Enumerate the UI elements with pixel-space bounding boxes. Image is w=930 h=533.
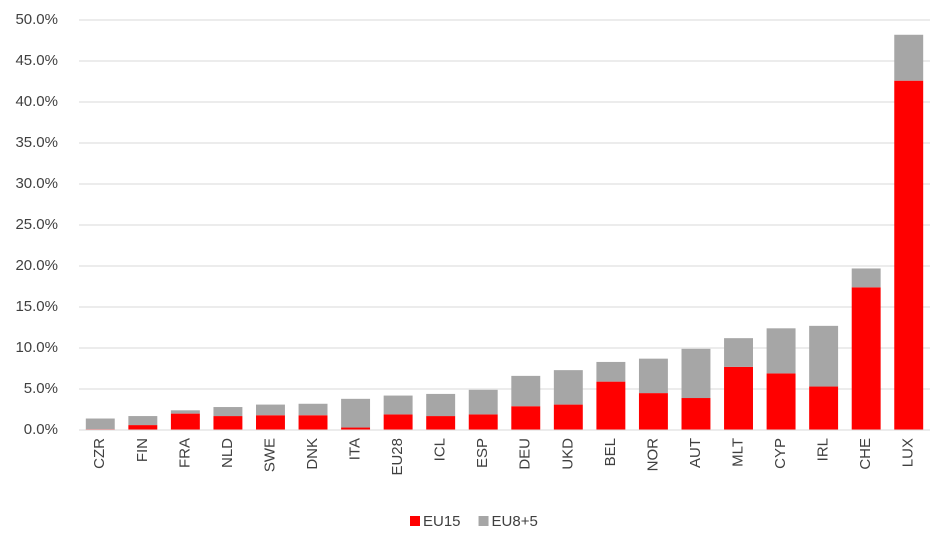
bar-segment bbox=[809, 386, 839, 430]
x-tick-label: DNK bbox=[304, 438, 321, 470]
bar-segment bbox=[511, 406, 541, 430]
x-tick-label: ITA bbox=[347, 438, 364, 460]
y-tick-label: 15.0% bbox=[15, 298, 58, 315]
bar-segment bbox=[894, 80, 924, 431]
bar-segment bbox=[426, 416, 456, 430]
x-tick-label: MLT bbox=[729, 438, 746, 467]
bar-segment bbox=[298, 403, 328, 416]
y-tick-label: 10.0% bbox=[15, 339, 58, 356]
bar-segment bbox=[341, 427, 371, 430]
x-tick-label: CYP bbox=[772, 438, 789, 469]
x-tick-label: CZR bbox=[91, 438, 108, 469]
y-tick-label: 50.0% bbox=[15, 11, 58, 28]
x-tick-label: CHE bbox=[857, 438, 874, 470]
bar-segment bbox=[894, 34, 924, 81]
bar-segment bbox=[766, 373, 796, 430]
x-tick-label: IRL bbox=[815, 438, 832, 461]
bar-segment bbox=[298, 415, 328, 430]
bar-segment bbox=[85, 418, 115, 430]
bar-segment bbox=[426, 393, 456, 417]
bar-segment bbox=[724, 338, 753, 367]
bar-segment bbox=[383, 414, 413, 430]
bar-segment bbox=[809, 325, 839, 387]
bar-segment bbox=[341, 398, 371, 428]
bar-segment bbox=[468, 389, 498, 415]
bar-segment bbox=[851, 268, 881, 288]
legend-label: EU15 bbox=[423, 513, 461, 530]
bar-segment bbox=[383, 395, 413, 415]
bar-segment bbox=[128, 425, 158, 430]
bar-segment bbox=[553, 370, 583, 405]
x-tick-label: NOR bbox=[644, 438, 661, 472]
legend-label: EU8+5 bbox=[492, 513, 538, 530]
x-tick-label: BEL bbox=[602, 438, 619, 466]
x-tick-label: SWE bbox=[261, 438, 278, 472]
y-tick-label: 20.0% bbox=[15, 257, 58, 274]
x-tick-label: LUX bbox=[900, 438, 917, 467]
bar-segment bbox=[681, 348, 711, 399]
y-tick-label: 45.0% bbox=[15, 52, 58, 69]
y-tick-label: 0.0% bbox=[24, 421, 58, 438]
bar-segment bbox=[128, 416, 158, 426]
y-tick-label: 30.0% bbox=[15, 175, 58, 192]
bar-segment bbox=[256, 415, 285, 430]
bar-segment bbox=[213, 407, 243, 417]
bar-segment bbox=[170, 413, 200, 430]
legend-swatch bbox=[478, 516, 489, 526]
x-tick-label: ESP bbox=[474, 438, 491, 468]
bar-segment bbox=[170, 410, 200, 414]
y-tick-label: 40.0% bbox=[15, 93, 58, 110]
bar-segment bbox=[638, 358, 668, 394]
bar-segment bbox=[766, 328, 796, 374]
x-tick-label: FRA bbox=[176, 438, 193, 468]
y-tick-label: 25.0% bbox=[15, 216, 58, 233]
bar-segment bbox=[553, 404, 583, 430]
bar-segment bbox=[213, 416, 243, 430]
bar-segment bbox=[468, 414, 498, 430]
x-tick-label: UKD bbox=[559, 438, 576, 470]
y-tick-label: 5.0% bbox=[24, 380, 58, 397]
y-tick-label: 35.0% bbox=[15, 134, 58, 151]
bar-segment bbox=[596, 361, 626, 382]
x-tick-label: NLD bbox=[219, 438, 236, 468]
bar-segment bbox=[638, 393, 668, 430]
x-tick-label: EU28 bbox=[389, 438, 406, 476]
x-tick-label: DEU bbox=[517, 438, 534, 470]
legend-swatch bbox=[410, 516, 420, 526]
x-tick-label: ICL bbox=[432, 438, 449, 461]
bar-segment bbox=[724, 366, 753, 430]
bar-segment bbox=[851, 287, 881, 430]
bar-segment bbox=[511, 375, 541, 407]
x-tick-label: FIN bbox=[134, 438, 151, 462]
bar-segment bbox=[256, 404, 285, 416]
bar-segment bbox=[681, 398, 711, 430]
bar-segment bbox=[596, 381, 626, 430]
x-tick-label: AUT bbox=[687, 438, 704, 468]
